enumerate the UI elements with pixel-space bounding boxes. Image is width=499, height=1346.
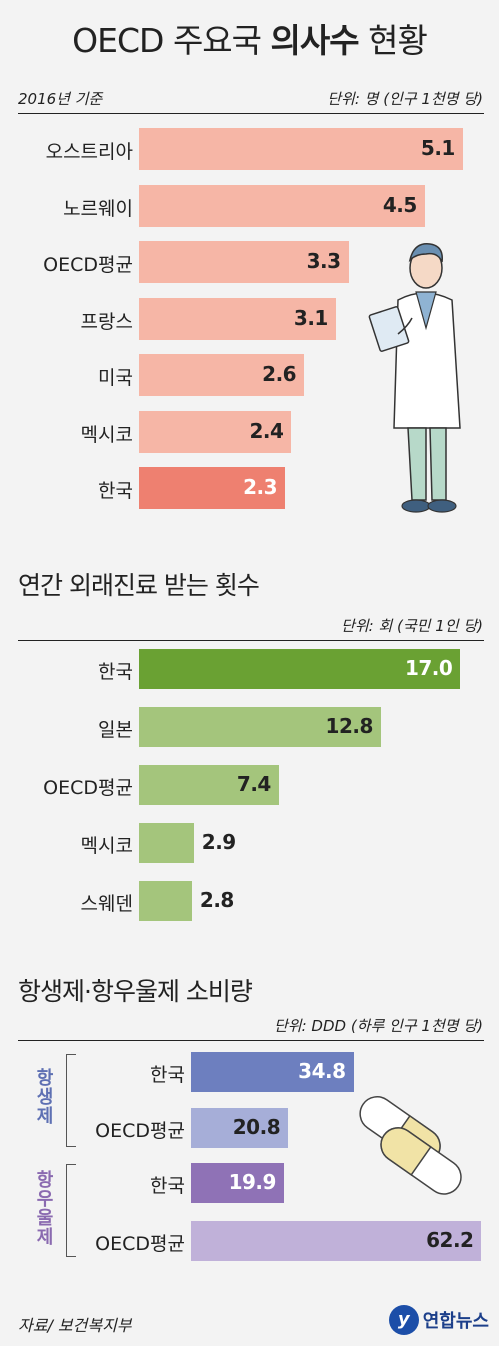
bar-label: 멕시코: [80, 423, 133, 446]
chart1-subtitle-left: 2016년 기준: [18, 90, 103, 108]
antibiotic-bracket-top: [66, 1054, 76, 1055]
chart3-title: 항생제·항우울제 소비량: [18, 977, 253, 1006]
value-label: 19.9: [228, 1170, 277, 1194]
bar: [191, 1163, 284, 1203]
bar: [139, 410, 292, 453]
antibiotic-bracket-bottom: [66, 1146, 76, 1147]
yonhap-logo: y 연합뉴스: [388, 1305, 489, 1335]
value-label: 17.0: [404, 656, 453, 680]
source-note: 자료/ 보건복지부: [18, 1316, 132, 1335]
yonhap-logo-text: 연합뉴스: [422, 1311, 489, 1332]
bar-label: OECD평균: [95, 1120, 185, 1142]
antidepressant-group-label: 항우울제: [33, 1170, 54, 1246]
antidepressant-bracket: [66, 1164, 67, 1256]
antibiotic-group-label: 항생제: [33, 1068, 54, 1125]
yonhap-logo-mark: y: [388, 1305, 419, 1335]
bar-label: OECD평균: [43, 777, 133, 799]
bar-label: 한국: [98, 661, 133, 683]
bar: [139, 823, 194, 863]
bar: [139, 354, 305, 396]
value-label: 2.4: [249, 418, 284, 443]
chart2-subtitle-right: 단위: 회 (국민 1인 당): [341, 617, 483, 635]
page-title: OECD 주요국 의사수 현황: [72, 21, 428, 60]
bar-label: OECD평균: [95, 1233, 185, 1255]
value-label: 2.9: [201, 830, 236, 854]
bar: [191, 1221, 482, 1261]
bar: [139, 707, 381, 747]
bar: [139, 765, 279, 805]
bar: [139, 184, 425, 227]
bar: [139, 241, 349, 283]
bar-label: 미국: [98, 367, 133, 389]
antidepressant-bracket-top: [66, 1164, 76, 1165]
chart3-subtitle-right: 단위: DDD (하루 인구 1천명 당): [274, 1017, 483, 1035]
value-label: 34.8: [298, 1059, 346, 1083]
value-label: 12.8: [325, 714, 374, 738]
bar-label: 오스트리아: [45, 141, 133, 163]
bar-label: 프랑스: [80, 310, 133, 333]
chart3-rule: [18, 1040, 484, 1041]
capsule-illustration: [359, 1096, 462, 1195]
antidepressant-bracket-bottom: [66, 1256, 76, 1257]
bar-label: 한국: [150, 1064, 185, 1086]
value-label: 20.8: [232, 1115, 281, 1139]
chart2-title: 연간 외래진료 받는 횟수: [18, 571, 260, 600]
value-label: 7.4: [236, 772, 271, 796]
value-label: 62.2: [426, 1228, 474, 1252]
bar: [139, 297, 336, 340]
chart1-subtitle-right: 단위: 명 (인구 1천명 당): [327, 90, 483, 108]
value-label: 4.5: [382, 192, 417, 217]
bar: [191, 1052, 354, 1092]
bar: [139, 467, 286, 509]
bar-label: 일본: [98, 719, 133, 741]
value-label: 2.8: [199, 888, 234, 912]
bar-label: 스웨덴: [80, 893, 133, 915]
antibiotic-bracket: [66, 1054, 67, 1146]
bar-label: OECD평균: [43, 254, 133, 276]
bar-label: 한국: [98, 480, 133, 502]
bar: [139, 881, 192, 921]
value-label: 3.3: [306, 249, 341, 273]
value-label: 3.1: [293, 305, 328, 330]
bar-label: 노르웨이: [63, 197, 133, 220]
bar-label: 멕시코: [80, 835, 133, 857]
value-label: 2.6: [262, 362, 297, 386]
bar: [191, 1108, 289, 1148]
bar: [139, 649, 461, 689]
doctor-illustration: [368, 243, 461, 513]
bar-label: 한국: [150, 1175, 185, 1197]
chart2-rule: [18, 640, 484, 641]
bar: [139, 128, 463, 170]
value-label: 5.1: [420, 136, 455, 160]
value-label: 2.3: [243, 475, 278, 499]
chart1-rule: [18, 113, 484, 114]
